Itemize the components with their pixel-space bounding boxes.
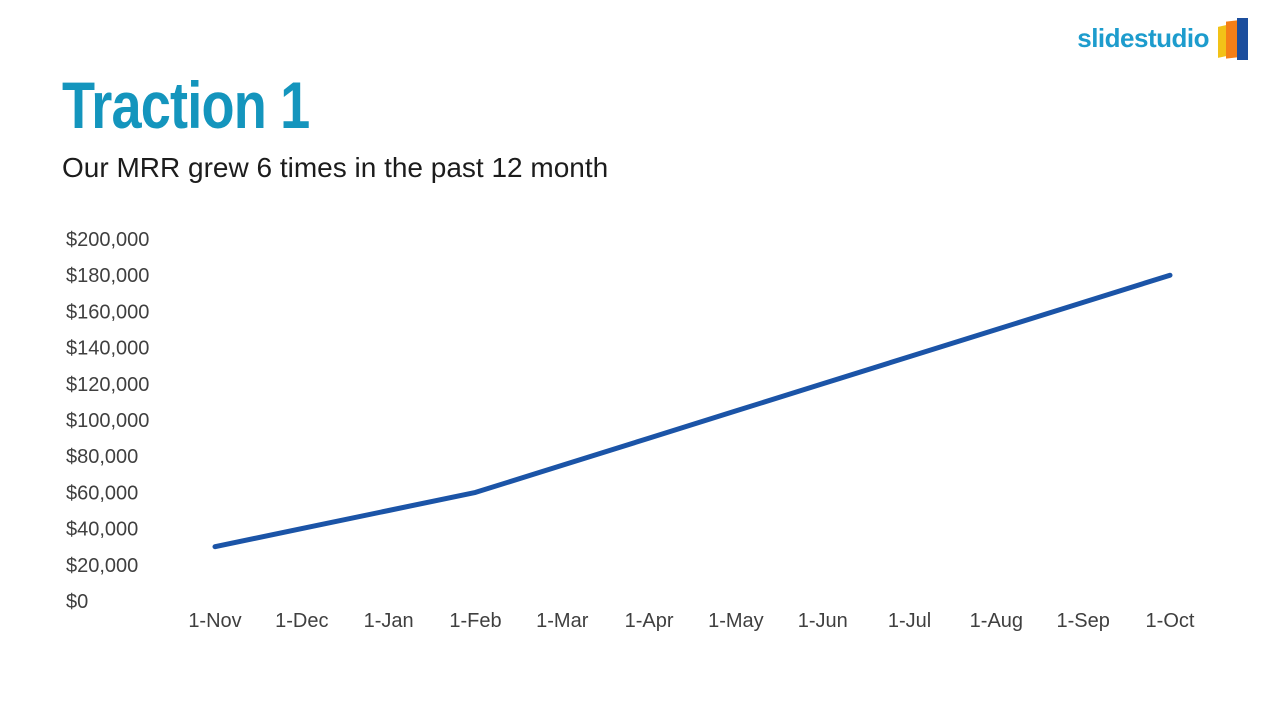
x-axis-tick-label: 1-Nov xyxy=(188,610,241,632)
y-axis-tick-label: $20,000 xyxy=(66,555,138,577)
x-axis-tick-label: 1-May xyxy=(708,610,764,632)
y-axis-tick-label: $160,000 xyxy=(66,301,149,323)
mrr-series-line xyxy=(212,272,1173,550)
x-axis-tick-label: 1-Dec xyxy=(275,610,328,632)
y-axis-tick-label: $0 xyxy=(66,591,88,613)
x-axis-tick-label: 1-Oct xyxy=(1146,610,1195,632)
logo-mark-icon xyxy=(1218,18,1248,62)
x-axis-tick-label: 1-Jul xyxy=(888,610,931,632)
y-axis-tick-label: $40,000 xyxy=(66,519,138,541)
y-axis-tick-label: $80,000 xyxy=(66,446,138,468)
y-axis-tick-label: $60,000 xyxy=(66,482,138,504)
y-axis-tick-label: $140,000 xyxy=(66,338,149,360)
x-axis-tick-label: 1-Apr xyxy=(625,610,674,632)
page-subtitle: Our MRR grew 6 times in the past 12 mont… xyxy=(62,152,609,183)
x-axis-tick-label: 1-Jan xyxy=(364,610,414,632)
logo-bar-blue xyxy=(1237,18,1248,60)
x-axis-tick-label: 1-Jun xyxy=(798,610,848,632)
y-axis-tick-label: $200,000 xyxy=(66,229,149,251)
y-axis-tick-label: $180,000 xyxy=(66,265,149,287)
logo-text: slidestudio xyxy=(1077,23,1209,53)
logo-bar-orange xyxy=(1226,20,1237,59)
y-axis-tick-label: $100,000 xyxy=(66,410,149,432)
page-title: Traction 1 xyxy=(62,68,310,142)
x-axis-tick-label: 1-Sep xyxy=(1056,610,1109,632)
x-axis-tick-label: 1-Aug xyxy=(970,610,1023,632)
x-axis-tick-label: 1-Mar xyxy=(536,610,589,632)
y-axis-tick-label: $120,000 xyxy=(66,374,149,396)
x-axis-tick-label: 1-Feb xyxy=(449,610,501,632)
logo: slidestudio xyxy=(1077,18,1248,62)
logo-bar-yellow xyxy=(1218,25,1226,58)
